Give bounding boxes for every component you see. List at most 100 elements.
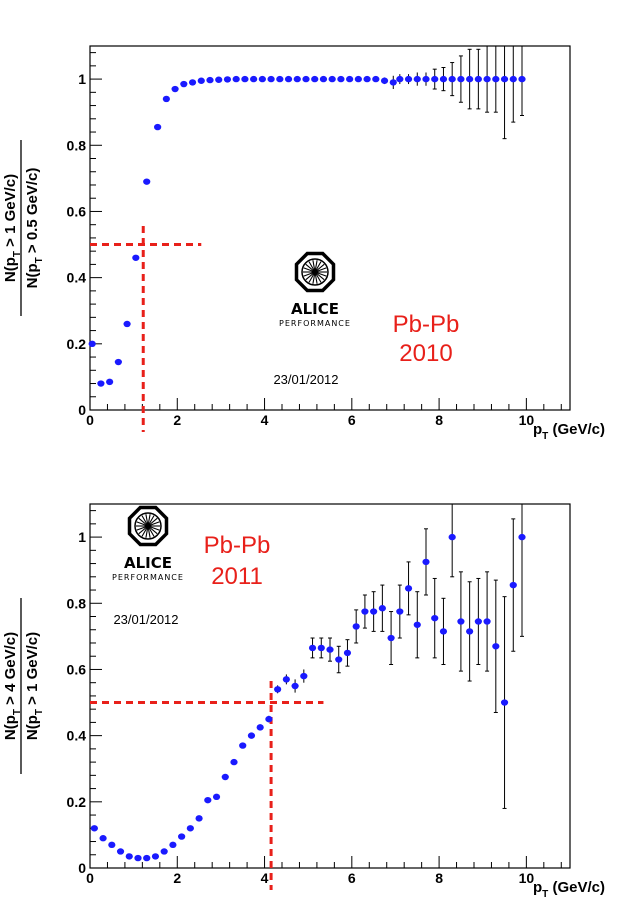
data-point (151, 853, 160, 860)
y-axis-numerator-rest: > 1 GeV/c) (2, 174, 19, 251)
logo-detector-spoke (314, 271, 318, 284)
x-tick-label: 0 (86, 870, 94, 886)
logo-detector-spoke (314, 271, 327, 277)
x-axis-label-subscript: T (542, 889, 548, 900)
data-point (474, 618, 482, 625)
data-point (509, 75, 517, 83)
y-axis-numerator-rest: > 4 GeV/c) (2, 632, 19, 709)
data-point (413, 75, 421, 83)
data-point (457, 75, 465, 83)
data-point (509, 581, 517, 589)
data-point (223, 76, 232, 83)
y-tick-label: 0 (78, 860, 86, 876)
data-point (232, 75, 240, 83)
data-point (247, 732, 256, 739)
data-point (108, 841, 116, 849)
data-point (326, 646, 334, 653)
x-tick-label: 6 (348, 870, 356, 886)
data-point (346, 75, 354, 83)
data-point (90, 825, 98, 832)
y-tick-label: 1 (78, 71, 86, 87)
data-point (404, 585, 413, 592)
data-point (387, 634, 395, 642)
logo-detector-spoke (303, 271, 316, 277)
data-point (431, 75, 439, 83)
data-point (372, 75, 380, 83)
data-point (300, 672, 308, 680)
x-tick-label: 8 (435, 412, 443, 428)
y-tick-label: 0.2 (67, 336, 87, 352)
logo-detector-spoke (314, 263, 325, 273)
data-point (134, 854, 142, 862)
logo-detector-spoke (147, 525, 155, 537)
x-tick-label: 8 (435, 870, 443, 886)
data-point (282, 676, 290, 683)
x-axis-label: pT (GeV/c) (533, 421, 605, 442)
data-point (114, 358, 122, 366)
data-point (396, 75, 404, 83)
data-point (378, 605, 386, 612)
data-point (422, 558, 430, 566)
y-axis-numerator-subscript: T (12, 251, 23, 257)
logo-detector-spoke (147, 514, 151, 527)
data-point (88, 340, 96, 348)
logo-detector-spoke (305, 263, 316, 273)
data-point (178, 833, 186, 840)
data-point (483, 618, 491, 625)
data-point (302, 75, 310, 83)
data-point (343, 649, 352, 657)
logo-detector-spoke (314, 260, 318, 273)
collision-system-label: Pb-Pb (204, 532, 271, 559)
data-point (123, 320, 131, 328)
data-point (195, 815, 203, 822)
logo-detector-spoke (314, 261, 322, 273)
logo-detector-spoke (312, 271, 316, 284)
data-point (361, 608, 369, 615)
y-axis-denominator: N(pT > 0.5 GeV/c) (24, 168, 45, 289)
data-point (125, 853, 133, 860)
data-point (171, 85, 179, 93)
data-point (466, 628, 474, 635)
logo-performance-label: PERFORMANCE (112, 573, 184, 582)
x-tick-label: 10 (519, 412, 535, 428)
data-point (311, 75, 319, 83)
y-tick-label: 0.4 (67, 270, 87, 286)
data-point (221, 773, 229, 781)
logo-detector-spoke (147, 521, 160, 527)
y-axis-numerator-text: N(p (2, 715, 19, 740)
logo-detector-spoke (147, 517, 158, 527)
data-point (439, 628, 448, 635)
logo-detector-spoke (138, 525, 149, 535)
data-point (212, 793, 221, 801)
y-tick-label: 0.2 (67, 794, 87, 810)
data-point (274, 686, 282, 693)
data-point (258, 75, 266, 83)
data-point (188, 79, 197, 86)
data-point (389, 79, 397, 86)
x-axis-label-main: p (533, 879, 542, 896)
data-point (492, 643, 500, 650)
y-axis-numerator-text: N(p (2, 257, 19, 282)
data-point (143, 178, 151, 185)
data-point (154, 123, 162, 131)
y-axis-denominator-text: N(p (24, 263, 41, 288)
y-tick-label: 0.4 (67, 728, 87, 744)
data-point (186, 825, 194, 832)
data-point (363, 75, 371, 83)
logo-detector-spoke (312, 260, 316, 273)
logo-detector-spoke (141, 515, 149, 527)
data-point (431, 614, 439, 622)
data-point (106, 378, 114, 386)
data-point (241, 75, 249, 83)
x-tick-label: 2 (173, 412, 181, 428)
y-tick-label: 0 (78, 402, 86, 418)
logo-detector-spoke (147, 525, 160, 531)
data-point (291, 682, 299, 690)
data-point (457, 618, 465, 625)
logo-detector-spoke (303, 267, 316, 273)
logo-detector-spoke (147, 525, 151, 538)
y-axis-numerator-subscript: T (12, 709, 23, 715)
data-point (250, 75, 258, 83)
